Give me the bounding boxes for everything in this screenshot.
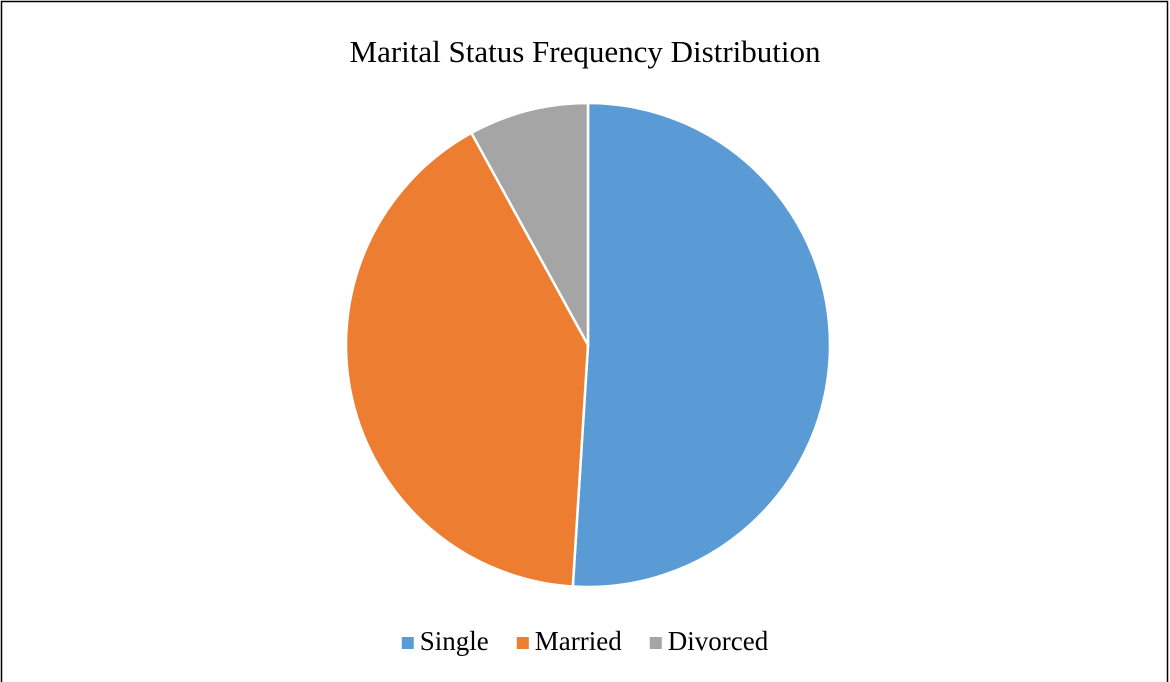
legend-label: Single: [420, 626, 489, 656]
legend-swatch: [649, 637, 662, 649]
legend-swatch: [401, 637, 414, 649]
legend-label: Married: [535, 626, 622, 656]
pie-slice: [469, 101, 590, 346]
legend-label: Divorced: [668, 626, 769, 656]
chart-title: Marital Status Frequency Distribution: [350, 34, 821, 69]
pie-slice: [344, 131, 590, 588]
pie-slice: [571, 101, 832, 589]
legend-swatch: [516, 637, 529, 649]
